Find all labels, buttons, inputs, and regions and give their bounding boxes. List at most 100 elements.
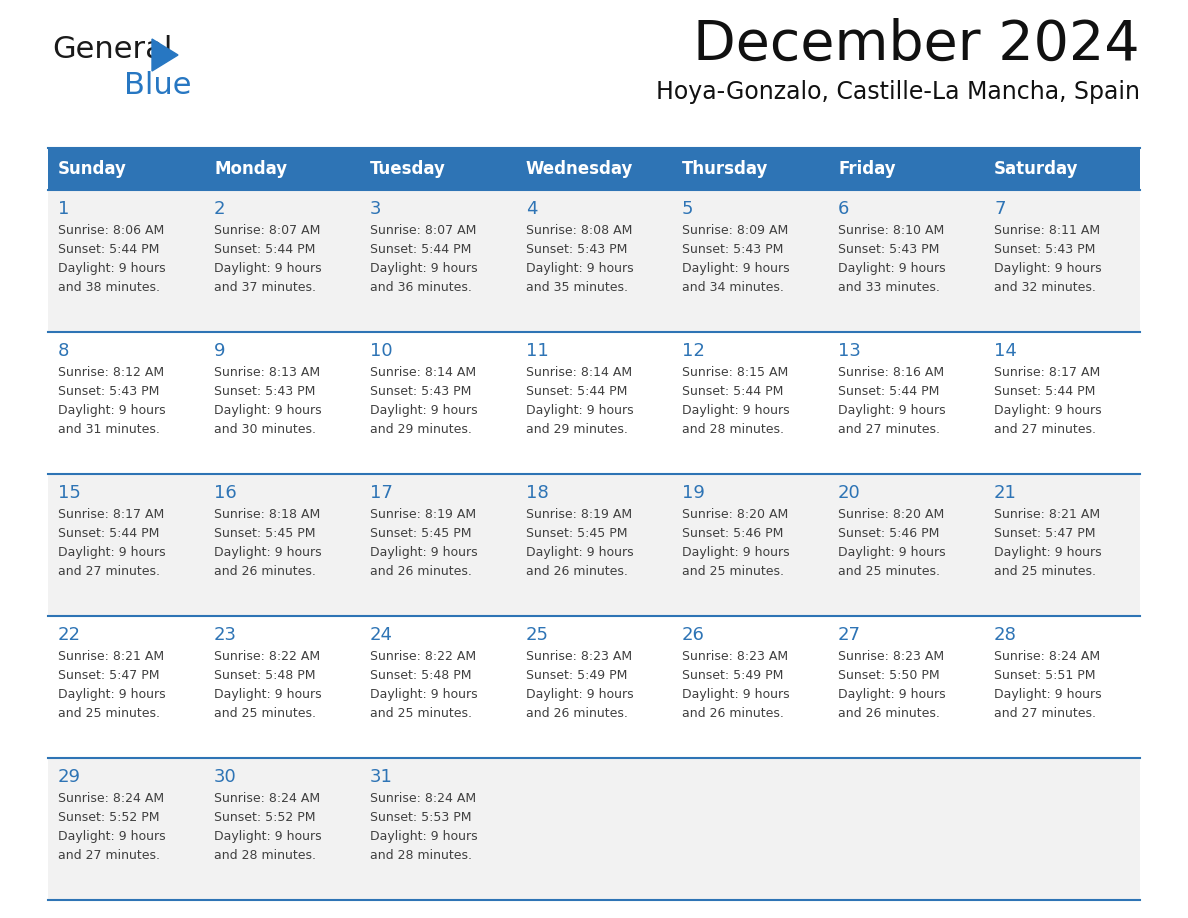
Text: 27: 27: [838, 626, 861, 644]
Text: Daylight: 9 hours: Daylight: 9 hours: [369, 688, 478, 701]
Text: Daylight: 9 hours: Daylight: 9 hours: [838, 546, 946, 559]
Text: Sunset: 5:43 PM: Sunset: 5:43 PM: [58, 385, 159, 398]
Text: Daylight: 9 hours: Daylight: 9 hours: [526, 262, 633, 275]
Text: and 37 minutes.: and 37 minutes.: [214, 281, 316, 294]
Text: Daylight: 9 hours: Daylight: 9 hours: [369, 546, 478, 559]
Text: Sunset: 5:44 PM: Sunset: 5:44 PM: [58, 527, 159, 540]
Text: 30: 30: [214, 768, 236, 786]
Text: Daylight: 9 hours: Daylight: 9 hours: [682, 688, 790, 701]
Text: Sunrise: 8:20 AM: Sunrise: 8:20 AM: [682, 508, 789, 521]
Text: Daylight: 9 hours: Daylight: 9 hours: [838, 404, 946, 417]
Text: and 26 minutes.: and 26 minutes.: [838, 707, 940, 720]
Text: Sunrise: 8:24 AM: Sunrise: 8:24 AM: [58, 792, 164, 805]
Text: Sunset: 5:44 PM: Sunset: 5:44 PM: [526, 385, 627, 398]
Bar: [48, 148, 204, 190]
Bar: [48, 332, 1140, 474]
Text: Tuesday: Tuesday: [369, 160, 446, 178]
Text: 13: 13: [838, 342, 861, 360]
Text: Daylight: 9 hours: Daylight: 9 hours: [526, 546, 633, 559]
Text: Daylight: 9 hours: Daylight: 9 hours: [58, 830, 165, 843]
Text: Sunset: 5:46 PM: Sunset: 5:46 PM: [682, 527, 783, 540]
Text: and 33 minutes.: and 33 minutes.: [838, 281, 940, 294]
Text: and 36 minutes.: and 36 minutes.: [369, 281, 472, 294]
Text: 31: 31: [369, 768, 393, 786]
Text: 6: 6: [838, 200, 849, 218]
Text: Sunset: 5:44 PM: Sunset: 5:44 PM: [58, 243, 159, 256]
Text: and 25 minutes.: and 25 minutes.: [682, 565, 784, 578]
Text: Sunrise: 8:21 AM: Sunrise: 8:21 AM: [994, 508, 1100, 521]
Text: 9: 9: [214, 342, 226, 360]
Text: Sunset: 5:45 PM: Sunset: 5:45 PM: [526, 527, 627, 540]
Text: Sunset: 5:53 PM: Sunset: 5:53 PM: [369, 811, 472, 824]
Text: Sunrise: 8:18 AM: Sunrise: 8:18 AM: [214, 508, 321, 521]
Bar: [204, 148, 360, 190]
Text: Sunrise: 8:23 AM: Sunrise: 8:23 AM: [682, 650, 788, 663]
Text: Sunset: 5:51 PM: Sunset: 5:51 PM: [994, 669, 1095, 682]
Text: Sunrise: 8:07 AM: Sunrise: 8:07 AM: [214, 224, 321, 237]
Text: and 26 minutes.: and 26 minutes.: [369, 565, 472, 578]
Text: 23: 23: [214, 626, 236, 644]
Text: Sunrise: 8:14 AM: Sunrise: 8:14 AM: [369, 366, 476, 379]
Text: Sunset: 5:47 PM: Sunset: 5:47 PM: [994, 527, 1095, 540]
Text: Saturday: Saturday: [994, 160, 1079, 178]
Text: Sunrise: 8:07 AM: Sunrise: 8:07 AM: [369, 224, 476, 237]
Text: 1: 1: [58, 200, 69, 218]
Text: and 38 minutes.: and 38 minutes.: [58, 281, 160, 294]
Text: 2: 2: [214, 200, 226, 218]
Text: Wednesday: Wednesday: [526, 160, 633, 178]
Text: 4: 4: [526, 200, 537, 218]
Text: Daylight: 9 hours: Daylight: 9 hours: [58, 262, 165, 275]
Text: Sunset: 5:52 PM: Sunset: 5:52 PM: [58, 811, 159, 824]
Text: Daylight: 9 hours: Daylight: 9 hours: [682, 404, 790, 417]
Bar: [48, 190, 1140, 332]
Text: 11: 11: [526, 342, 549, 360]
Text: General: General: [52, 35, 172, 64]
Text: and 25 minutes.: and 25 minutes.: [369, 707, 472, 720]
Text: Sunrise: 8:16 AM: Sunrise: 8:16 AM: [838, 366, 944, 379]
Text: Sunrise: 8:15 AM: Sunrise: 8:15 AM: [682, 366, 789, 379]
Bar: [828, 148, 984, 190]
Text: Daylight: 9 hours: Daylight: 9 hours: [214, 688, 322, 701]
Text: Daylight: 9 hours: Daylight: 9 hours: [838, 688, 946, 701]
Polygon shape: [152, 39, 178, 71]
Text: Daylight: 9 hours: Daylight: 9 hours: [369, 262, 478, 275]
Text: Daylight: 9 hours: Daylight: 9 hours: [214, 830, 322, 843]
Text: Sunset: 5:47 PM: Sunset: 5:47 PM: [58, 669, 159, 682]
Text: 16: 16: [214, 484, 236, 502]
Text: Daylight: 9 hours: Daylight: 9 hours: [994, 546, 1101, 559]
Text: Sunset: 5:43 PM: Sunset: 5:43 PM: [682, 243, 783, 256]
Text: 15: 15: [58, 484, 81, 502]
Text: Blue: Blue: [124, 71, 191, 100]
Text: 17: 17: [369, 484, 393, 502]
Text: Sunrise: 8:22 AM: Sunrise: 8:22 AM: [369, 650, 476, 663]
Text: Sunset: 5:48 PM: Sunset: 5:48 PM: [369, 669, 472, 682]
Text: Sunrise: 8:24 AM: Sunrise: 8:24 AM: [369, 792, 476, 805]
Text: and 28 minutes.: and 28 minutes.: [369, 849, 472, 862]
Text: and 30 minutes.: and 30 minutes.: [214, 423, 316, 436]
Text: Sunrise: 8:09 AM: Sunrise: 8:09 AM: [682, 224, 789, 237]
Text: and 25 minutes.: and 25 minutes.: [994, 565, 1097, 578]
Text: Monday: Monday: [214, 160, 287, 178]
Text: Sunset: 5:45 PM: Sunset: 5:45 PM: [369, 527, 472, 540]
Bar: [48, 758, 1140, 900]
Text: 26: 26: [682, 626, 704, 644]
Text: Sunday: Sunday: [58, 160, 127, 178]
Text: 7: 7: [994, 200, 1005, 218]
Bar: [516, 148, 672, 190]
Text: and 27 minutes.: and 27 minutes.: [994, 423, 1097, 436]
Text: Daylight: 9 hours: Daylight: 9 hours: [58, 546, 165, 559]
Text: Sunrise: 8:24 AM: Sunrise: 8:24 AM: [214, 792, 320, 805]
Text: Daylight: 9 hours: Daylight: 9 hours: [214, 404, 322, 417]
Text: and 34 minutes.: and 34 minutes.: [682, 281, 784, 294]
Text: 19: 19: [682, 484, 704, 502]
Text: and 26 minutes.: and 26 minutes.: [682, 707, 784, 720]
Text: Sunrise: 8:21 AM: Sunrise: 8:21 AM: [58, 650, 164, 663]
Text: 5: 5: [682, 200, 694, 218]
Bar: [360, 148, 516, 190]
Text: Daylight: 9 hours: Daylight: 9 hours: [994, 688, 1101, 701]
Text: Daylight: 9 hours: Daylight: 9 hours: [369, 404, 478, 417]
Text: Sunrise: 8:19 AM: Sunrise: 8:19 AM: [369, 508, 476, 521]
Text: and 27 minutes.: and 27 minutes.: [838, 423, 940, 436]
Text: Sunset: 5:52 PM: Sunset: 5:52 PM: [214, 811, 316, 824]
Text: Sunrise: 8:24 AM: Sunrise: 8:24 AM: [994, 650, 1100, 663]
